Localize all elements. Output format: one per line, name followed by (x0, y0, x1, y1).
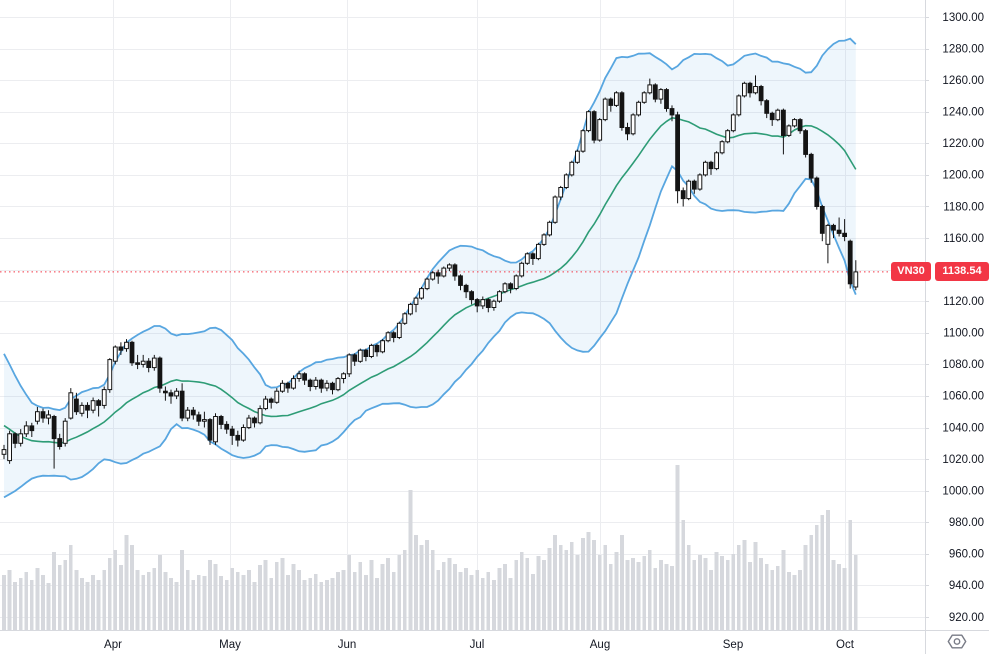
bollinger-middle-line (3, 116, 857, 444)
time-axis-label: Jun (338, 639, 357, 651)
price-axis-label: 1240.00 (942, 107, 984, 119)
price-axis-label: 1200.00 (942, 170, 984, 182)
time-axis-label: Sep (723, 639, 743, 651)
price-axis[interactable]: 1300.00 1280.00 1260.00 1240.00 1220.00 1200.… (925, 0, 984, 654)
time-axis-label: May (219, 639, 241, 651)
price-axis-label: 1060.00 (942, 391, 984, 403)
price-axis-label: 1300.00 (942, 12, 984, 24)
price-axis-label: 1280.00 (942, 43, 984, 55)
bollinger-lower-line (3, 164, 857, 499)
price-axis-label: 920.00 (949, 612, 984, 624)
price-axis-label: 1020.00 (942, 454, 984, 466)
volume-bars (2, 465, 858, 630)
price-axis-label: 1260.00 (942, 75, 984, 87)
time-axis-label: Apr (104, 639, 122, 651)
time-gridlines (113, 0, 846, 630)
last-price-symbol-badge: VN30 (891, 262, 931, 281)
bollinger-fill (4, 38, 856, 498)
price-axis-label: 1180.00 (943, 201, 984, 213)
price-axis-label: 1120.00 (943, 296, 984, 308)
price-axis-label: 1160.00 (943, 233, 984, 245)
settings-icon[interactable] (946, 633, 968, 650)
price-axis-label: 1080.00 (942, 359, 984, 371)
price-axis-label: 940.00 (949, 580, 984, 592)
time-axis[interactable]: Apr May Jun Jul Aug Sep Oct (0, 630, 989, 652)
price-axis-label: 960.00 (949, 549, 984, 561)
bollinger-upper-line (3, 37, 857, 412)
time-axis-label: Jul (470, 639, 485, 651)
candlestick-series (1, 75, 859, 469)
time-axis-label: Aug (590, 639, 610, 651)
price-axis-label: 1040.00 (942, 422, 984, 434)
price-axis-label: 1220.00 (942, 138, 984, 150)
last-price-value-badge: 1138.54 (935, 262, 989, 281)
price-axis-label: 1000.00 (942, 486, 984, 498)
price-axis-label: 980.00 (949, 517, 984, 529)
price-axis-label: 1100.00 (943, 328, 984, 340)
time-axis-label: Oct (836, 639, 855, 651)
